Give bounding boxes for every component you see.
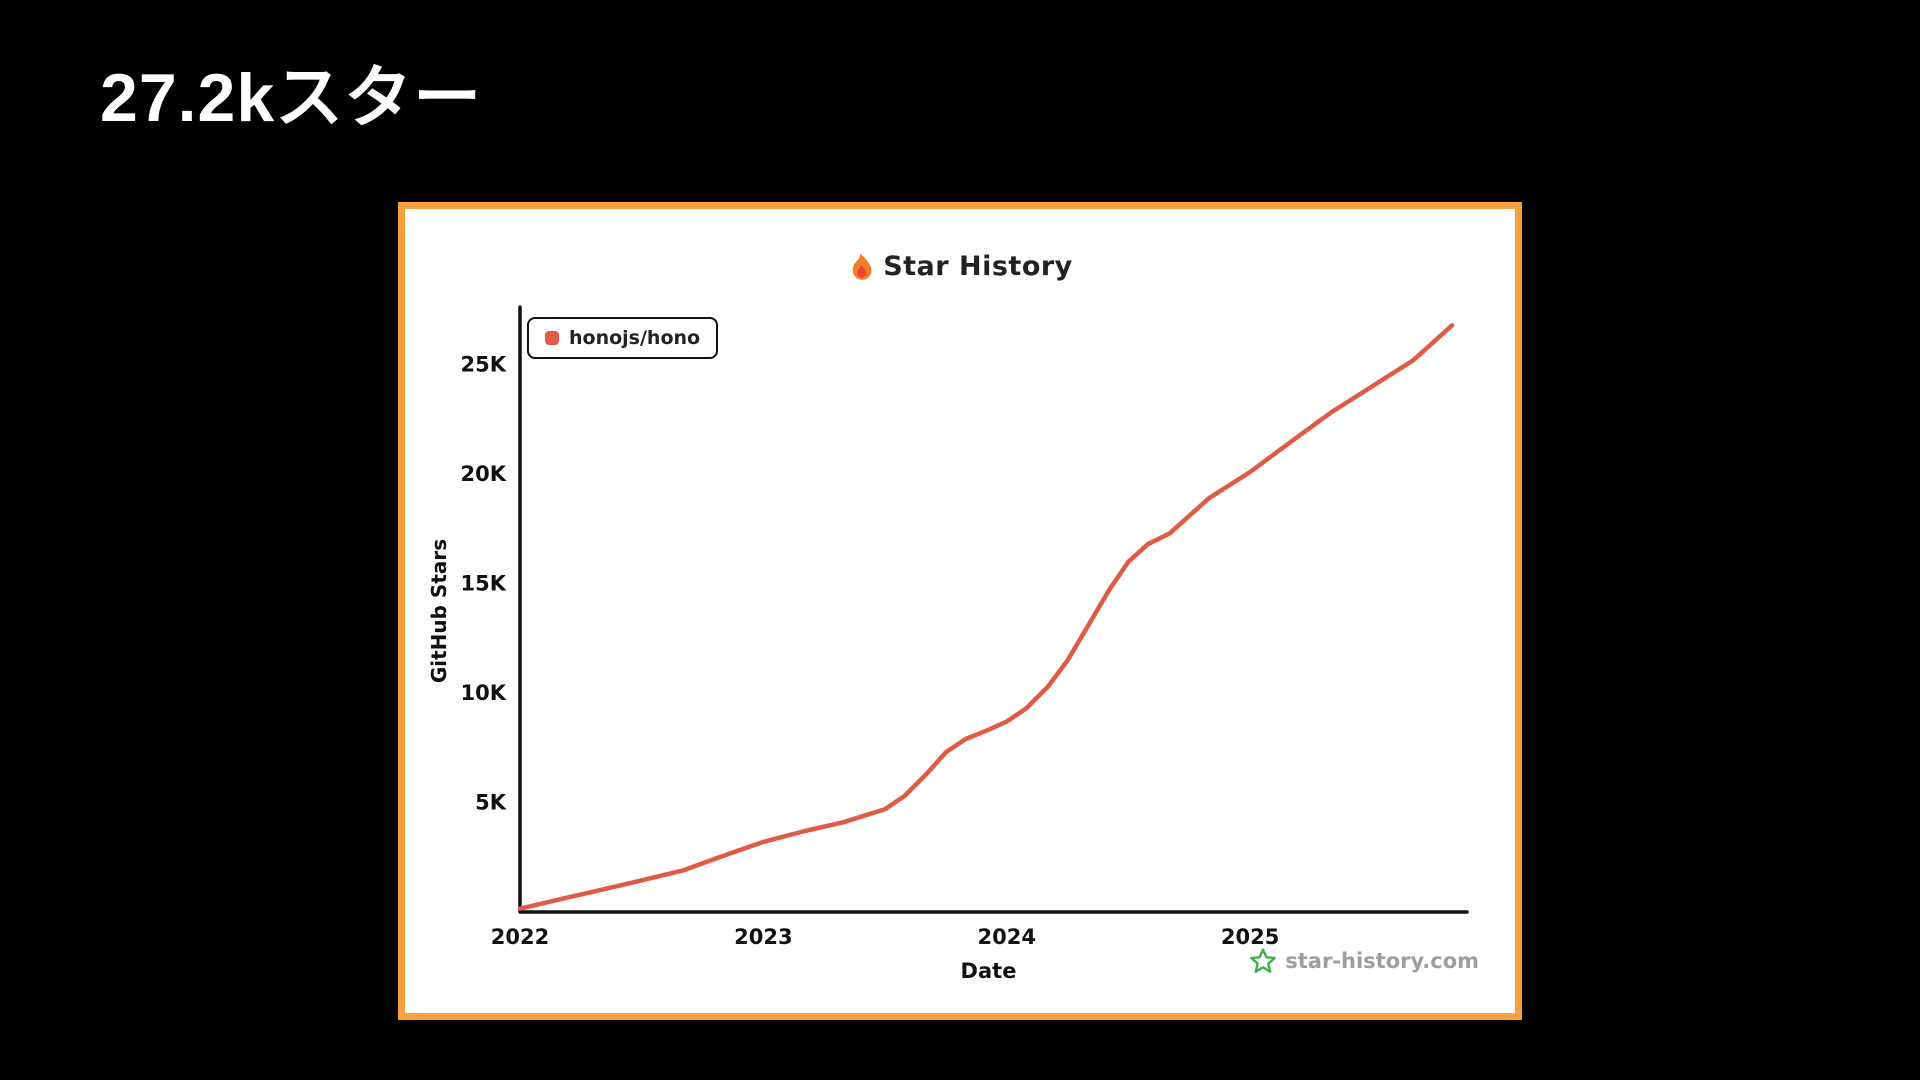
star-history-chart: 5K 10K 15K 20K 25K 2022 2023 2024 2025 Date GitHub… (398, 202, 1522, 1020)
chart-title: Star History (883, 251, 1073, 282)
legend-label: honojs/hono (569, 327, 701, 349)
x-tick-label: 2023 (734, 925, 792, 949)
y-tick-label: 15K (461, 572, 507, 596)
y-axis-label: GitHub Stars (427, 539, 451, 683)
plot-area: 5K 10K 15K 20K 25K 2022 2023 2024 2025 Date GitHub… (427, 305, 1469, 983)
legend-swatch (545, 331, 559, 345)
y-tick-label: 5K (475, 791, 507, 815)
chart-title-row: Star History (405, 251, 1515, 282)
watermark-text: star-history.com (1285, 949, 1479, 973)
y-tick-label: 10K (461, 681, 507, 705)
x-axis-label: Date (961, 959, 1017, 983)
x-tick-label: 2022 (491, 925, 549, 949)
axis-lines (518, 305, 1469, 914)
series-line (517, 323, 1455, 911)
legend: honojs/hono (527, 317, 719, 359)
y-tick-label: 25K (461, 353, 507, 377)
x-tick-label: 2024 (978, 925, 1036, 949)
flame-icon (852, 252, 872, 280)
star-logo-icon (1250, 948, 1277, 973)
watermark: star-history.com (1249, 947, 1479, 975)
x-tick-label: 2025 (1221, 925, 1279, 949)
y-tick-label: 20K (461, 462, 507, 486)
slide-title: 27.2kスター (100, 60, 483, 136)
